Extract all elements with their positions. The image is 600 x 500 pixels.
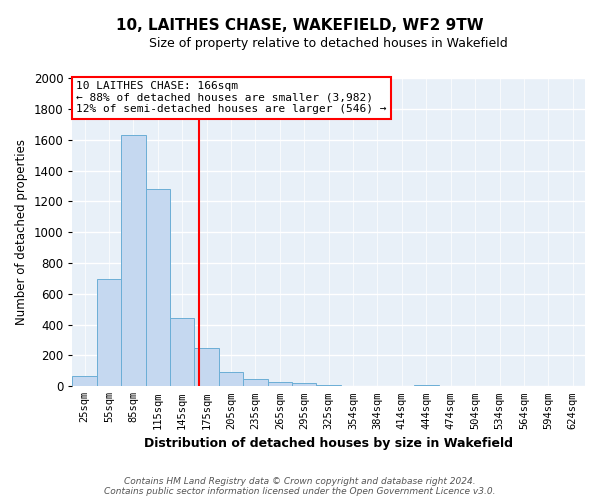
Text: Contains HM Land Registry data © Crown copyright and database right 2024.
Contai: Contains HM Land Registry data © Crown c… [104,476,496,496]
Bar [243,378,268,386]
Title: Size of property relative to detached houses in Wakefield: Size of property relative to detached ho… [149,38,508,51]
Bar [219,372,243,386]
Bar [194,348,219,387]
X-axis label: Distribution of detached houses by size in Wakefield: Distribution of detached houses by size … [144,437,513,450]
Bar [170,318,194,386]
Bar [292,383,316,386]
Bar [121,135,146,386]
Bar [414,385,439,386]
Bar [146,189,170,386]
Bar [97,279,121,386]
Bar [268,382,292,386]
Text: 10, LAITHES CHASE, WAKEFIELD, WF2 9TW: 10, LAITHES CHASE, WAKEFIELD, WF2 9TW [116,18,484,32]
Text: 10 LAITHES CHASE: 166sqm
← 88% of detached houses are smaller (3,982)
12% of sem: 10 LAITHES CHASE: 166sqm ← 88% of detach… [76,81,386,114]
Bar [73,376,97,386]
Y-axis label: Number of detached properties: Number of detached properties [15,139,28,325]
Bar [316,385,341,386]
